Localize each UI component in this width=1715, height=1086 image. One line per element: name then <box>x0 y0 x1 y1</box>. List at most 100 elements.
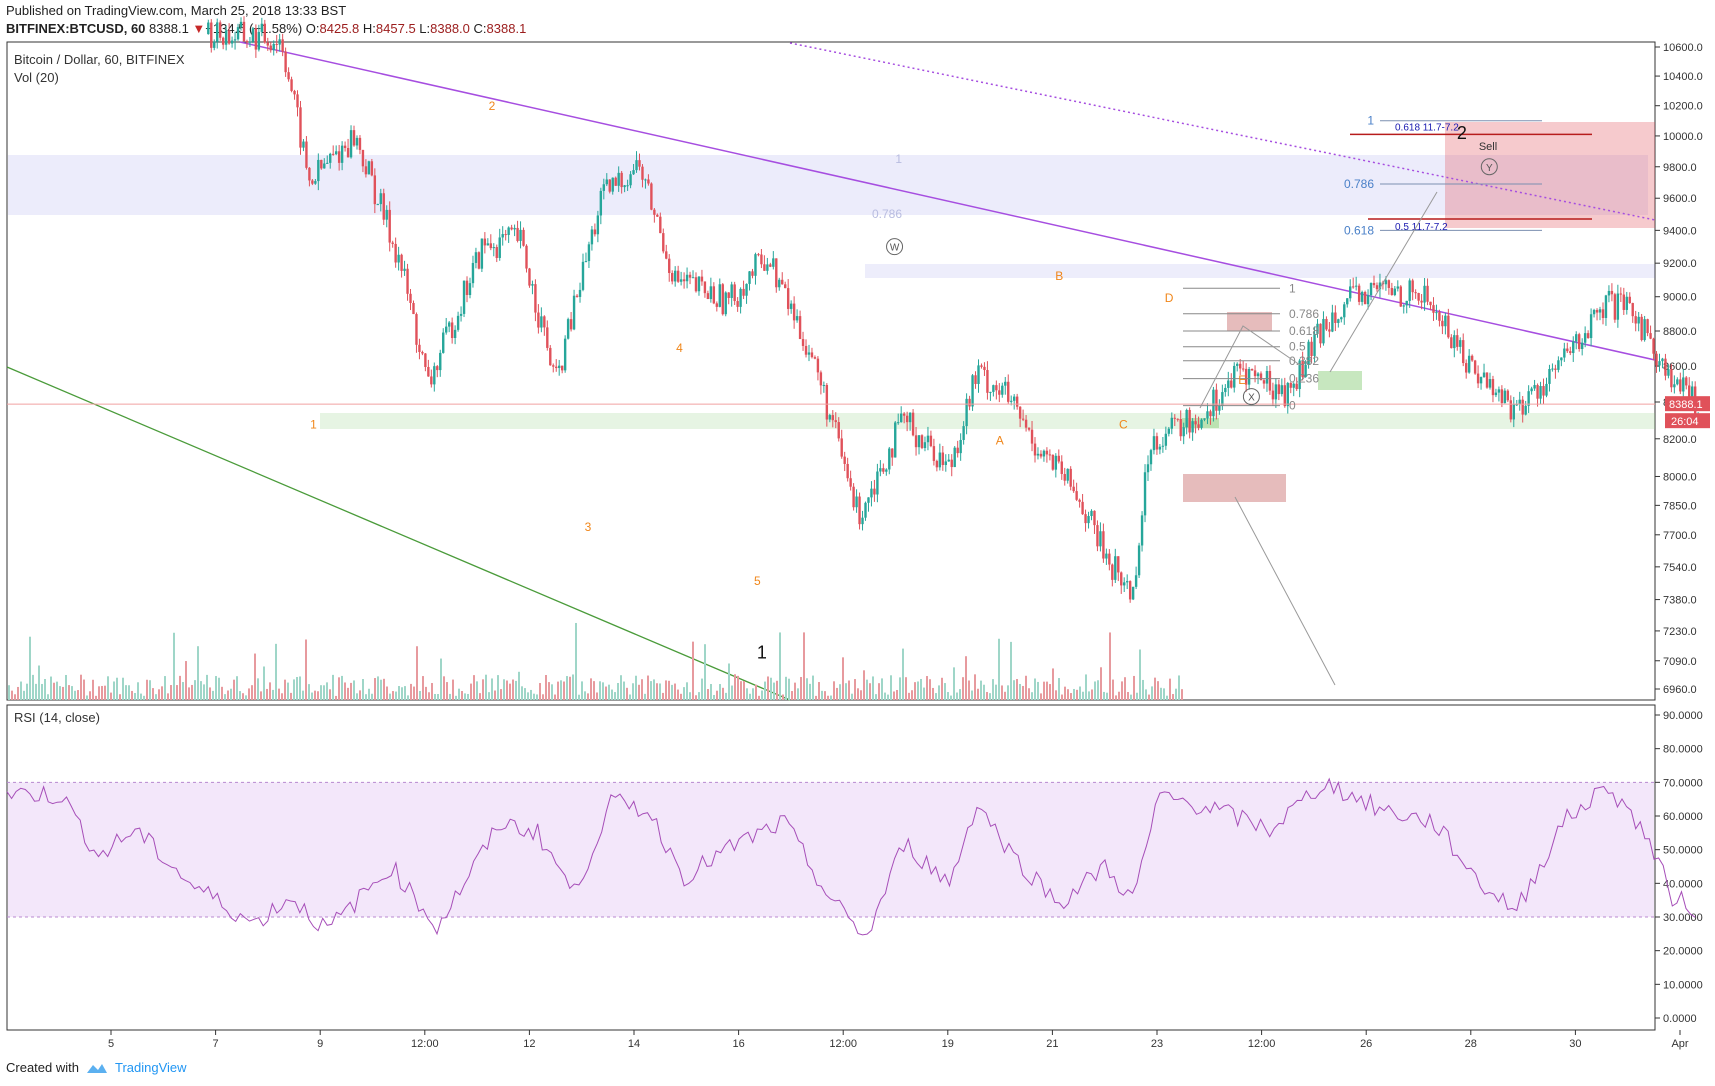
candle-body <box>1301 360 1304 378</box>
candle-body <box>1426 285 1429 302</box>
candle-body <box>1310 341 1313 356</box>
volume-bar <box>1154 677 1156 700</box>
volume-bar <box>764 681 766 700</box>
volume-bar <box>611 689 613 700</box>
volume-bar <box>329 689 331 700</box>
time-axis-label: 9 <box>317 1038 323 1050</box>
candle-body <box>1024 419 1028 428</box>
candle-body <box>1238 363 1242 369</box>
candle-body <box>1598 309 1602 313</box>
volume-bar <box>191 684 193 700</box>
volume-bar <box>476 681 478 700</box>
volume-bar <box>143 695 145 700</box>
time-axis-label: 12:00 <box>411 1038 439 1050</box>
candle-body <box>1569 351 1572 354</box>
volume-bar <box>422 676 424 700</box>
time-axis-label: 12:00 <box>1248 1038 1276 1050</box>
candle-body <box>721 284 724 315</box>
volume-bar <box>470 683 472 700</box>
volume-bar <box>935 693 937 700</box>
wave-circle-label: W <box>890 243 900 254</box>
volume-bar <box>26 683 28 700</box>
volume-bar <box>662 692 664 700</box>
candle-body <box>1036 453 1040 456</box>
volume-bar <box>542 694 544 700</box>
candle-body <box>1417 293 1420 301</box>
candle-body <box>349 130 353 158</box>
volume-bar <box>599 681 601 700</box>
volume-bar <box>1061 694 1063 700</box>
volume-bar <box>494 690 496 700</box>
candle-body <box>1268 371 1272 391</box>
volume-bar <box>281 693 283 700</box>
candle-body <box>1691 386 1694 403</box>
fib-label-upper: 0.786 <box>1344 177 1374 191</box>
candle-body <box>248 41 252 43</box>
down-arrow-icon: ▼ <box>192 21 206 36</box>
candle-body <box>929 435 933 447</box>
volume-bar <box>842 657 844 700</box>
candle-body <box>272 43 275 51</box>
candle-body <box>1081 501 1084 515</box>
volume-bar <box>473 675 475 700</box>
tradingview-logo-icon <box>86 1063 107 1073</box>
volume-bar <box>110 692 112 700</box>
candle-body <box>882 468 885 472</box>
candle-body <box>769 264 772 267</box>
volume-bar <box>230 688 232 700</box>
wave-circle <box>886 238 904 256</box>
candle-body <box>468 283 472 295</box>
candle-body <box>1464 363 1468 373</box>
elliott-wave-label: A <box>996 433 1004 447</box>
volume-bar <box>575 622 577 700</box>
candle-body <box>1256 373 1260 377</box>
candle-body <box>635 160 638 171</box>
candle-body <box>647 179 650 184</box>
volume-bar <box>1049 684 1051 700</box>
candle-body <box>908 412 912 423</box>
candle-body <box>1349 286 1352 299</box>
candle-body <box>715 303 719 307</box>
candle-body <box>382 193 385 220</box>
candle-body <box>1325 318 1328 330</box>
volume-bar <box>293 679 295 700</box>
volume-bar <box>791 691 793 700</box>
candle-body <box>1236 363 1239 366</box>
volume-bar <box>875 694 877 700</box>
volume-bar <box>788 678 790 700</box>
candle-body <box>1149 450 1153 465</box>
volume-bar <box>536 694 538 700</box>
candle-body <box>498 237 501 258</box>
candle-body <box>1354 285 1358 287</box>
candle-body <box>373 175 377 205</box>
candle-body <box>688 274 692 278</box>
volume-bar <box>926 676 928 700</box>
candle-body <box>224 30 228 45</box>
volume-bar <box>386 686 388 700</box>
candle-body <box>620 172 623 188</box>
candle-body <box>1467 355 1471 373</box>
candle-body <box>712 286 716 304</box>
volume-bar <box>713 694 715 700</box>
volume-bar <box>779 632 781 700</box>
candle-body <box>1108 553 1111 565</box>
volume-bar <box>488 692 490 700</box>
volume-bar <box>647 675 649 700</box>
candle-body <box>376 204 380 206</box>
candle-body <box>560 365 564 371</box>
volume-bar <box>56 681 58 700</box>
price-axis-label: 9200.0 <box>1663 258 1697 270</box>
price-axis-label: 10600.0 <box>1663 42 1703 54</box>
volume-bar <box>227 690 229 700</box>
candle-body <box>914 435 918 448</box>
tradingview-brand[interactable]: TradingView <box>114 1060 187 1075</box>
candle-body <box>1524 405 1527 415</box>
candle-body <box>792 303 796 321</box>
candle-body <box>450 322 454 339</box>
candle-body <box>801 339 805 346</box>
target-zone-e <box>1318 371 1362 390</box>
candle-body <box>1583 333 1587 343</box>
volume-bar <box>248 688 250 700</box>
elliott-wave-label: 1 <box>310 418 317 432</box>
